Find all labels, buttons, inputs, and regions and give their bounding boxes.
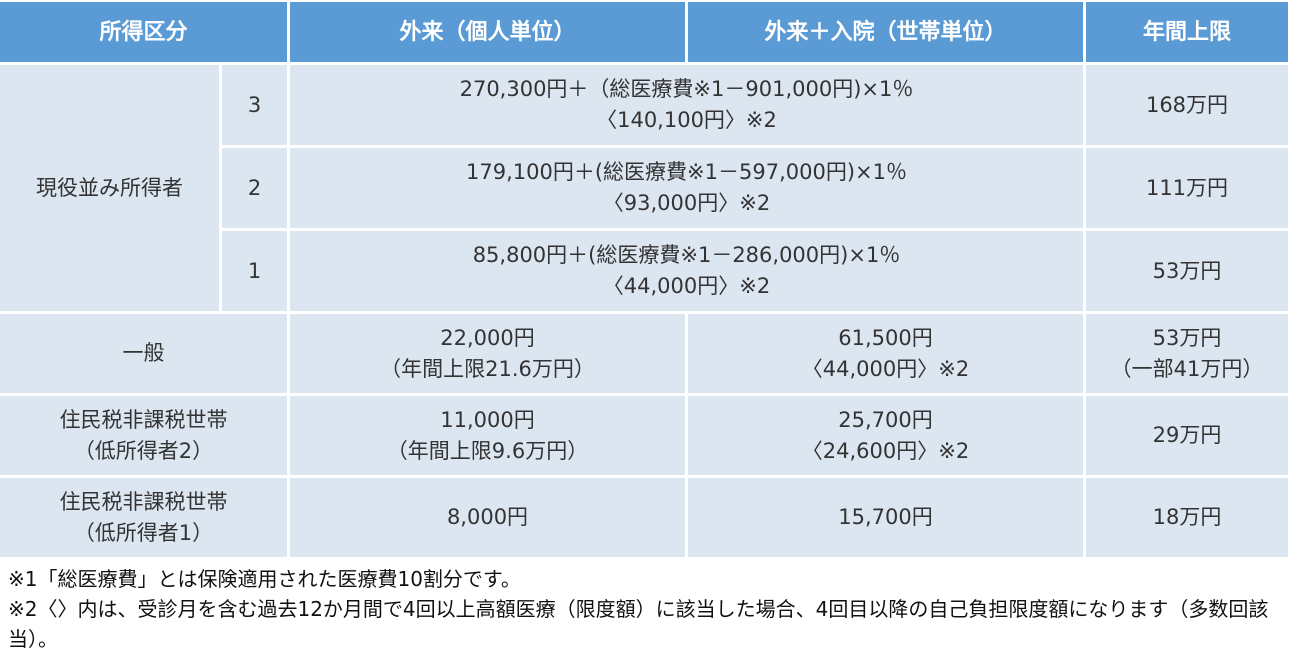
limit-cell: 111万円 <box>1086 148 1288 228</box>
combined-cell: 270,300円＋（総医療費※1－901,000円)×1％ 〈140,100円〉※… <box>290 65 1083 145</box>
header-cell: 所得区分 <box>0 2 287 62</box>
limit-cell: 53万円 <box>1086 231 1288 311</box>
cell-text: 85,800円＋(総医療費※1－286,000円)×1％ <box>472 243 901 267</box>
cell-text: 15,700円 <box>838 505 933 529</box>
header-cell: 外来（個人単位） <box>290 2 685 62</box>
cell-text: 年間上限 <box>1142 19 1231 45</box>
cell-text: 53万円 <box>1152 258 1222 283</box>
level-cell: 3 <box>222 65 287 145</box>
level-cell: 2 <box>222 148 287 228</box>
cell-text: 25,700円 <box>838 407 933 432</box>
outpatient-cell: 22,000円 （年間上限21.6万円） <box>290 314 685 393</box>
combined-cell: 25,700円〈24,600円〉※2 <box>688 396 1083 475</box>
cell-text: 一般 <box>122 341 165 365</box>
notes: ※1「総医療費」とは保険適用された医療費10割分です。 ※2〈〉内は、受診月を含む… <box>8 564 1288 654</box>
outpatient-cell: 11,000円 （年間上限9.6万円） <box>290 396 685 475</box>
cell-text: 8,000円 <box>446 505 529 529</box>
cell-text: 111万円 <box>1145 175 1229 200</box>
cell-text: 1 <box>247 258 262 283</box>
label-cell: 住民税非課税世帯 （低所得者2） <box>0 396 287 475</box>
cell-text: 11,000円 <box>440 407 535 432</box>
group-cell: 現役並み所得者 <box>0 65 219 311</box>
label-cell: 一般 <box>0 314 287 393</box>
outpatient-cell: 8,000円 <box>290 478 685 557</box>
cell-text: 3 <box>247 92 262 117</box>
cell-text: 18万円 <box>1152 505 1222 529</box>
cell-text: （年間上限9.6万円） <box>386 438 589 463</box>
limit-cell: 18万円 <box>1086 478 1288 557</box>
cell-text: 〈44,000円〉※2 <box>602 274 771 298</box>
cell-text: 現役並み所得者 <box>36 175 183 200</box>
cell-text: 〈44,000円〉※2 <box>801 356 970 381</box>
cell-text: 2 <box>247 175 262 200</box>
cell-text: 外来（個人単位） <box>399 19 576 45</box>
combined-cell: 15,700円 <box>688 478 1083 557</box>
cell-text: 外来＋入院（世帯単位） <box>764 19 1007 45</box>
cell-text: 53万円 <box>1152 325 1222 350</box>
cell-text: 22,000円 <box>440 325 535 350</box>
header-cell: 年間上限 <box>1086 2 1288 62</box>
cell-text: （低所得者2） <box>73 438 214 463</box>
combined-cell: 85,800円＋(総医療費※1－286,000円)×1％ 〈44,000円〉※2 <box>290 231 1083 311</box>
cell-text: 168万円 <box>1145 92 1229 117</box>
limit-cell: 29万円 <box>1086 396 1288 475</box>
combined-cell: 179,100円＋(総医療費※1－597,000円)×1％ 〈93,000円〉※2 <box>290 148 1083 228</box>
cell-text: 179,100円＋(総医療費※1－597,000円)×1％ <box>466 160 907 184</box>
cell-text: （一部41万円） <box>1110 356 1264 381</box>
cell-text: 〈24,600円〉※2 <box>801 438 970 463</box>
limit-cell: 53万円 （一部41万円） <box>1086 314 1288 393</box>
cell-text: 61,500円 <box>838 325 933 350</box>
cell-text: 所得区分 <box>99 19 188 45</box>
header-cell: 外来＋入院（世帯単位） <box>688 2 1083 62</box>
cell-text: 住民税非課税世帯 <box>59 407 228 432</box>
combined-cell: 61,500円〈44,000円〉※2 <box>688 314 1083 393</box>
label-cell: 住民税非課税世帯 （低所得者1） <box>0 478 287 557</box>
cell-text: 〈140,100円〉※2 <box>596 108 777 132</box>
cell-text: 270,300円＋（総医療費※1－901,000円)×1％ <box>459 77 914 101</box>
cell-text: 29万円 <box>1152 423 1222 447</box>
cell-text: 住民税非課税世帯 <box>59 489 228 514</box>
cell-text: （低所得者1） <box>73 520 214 545</box>
note: ※1「総医療費」とは保険適用された医療費10割分です。 <box>8 567 521 591</box>
level-cell: 1 <box>222 231 287 311</box>
limit-cell: 168万円 <box>1086 65 1288 145</box>
cell-text: 〈93,000円〉※2 <box>602 191 771 215</box>
cell-text: （年間上限21.6万円） <box>380 356 595 381</box>
note: ※2〈〉内は、受診月を含む過去12か月間で4回以上高額医療（限度額）に該当した場… <box>8 597 1269 651</box>
